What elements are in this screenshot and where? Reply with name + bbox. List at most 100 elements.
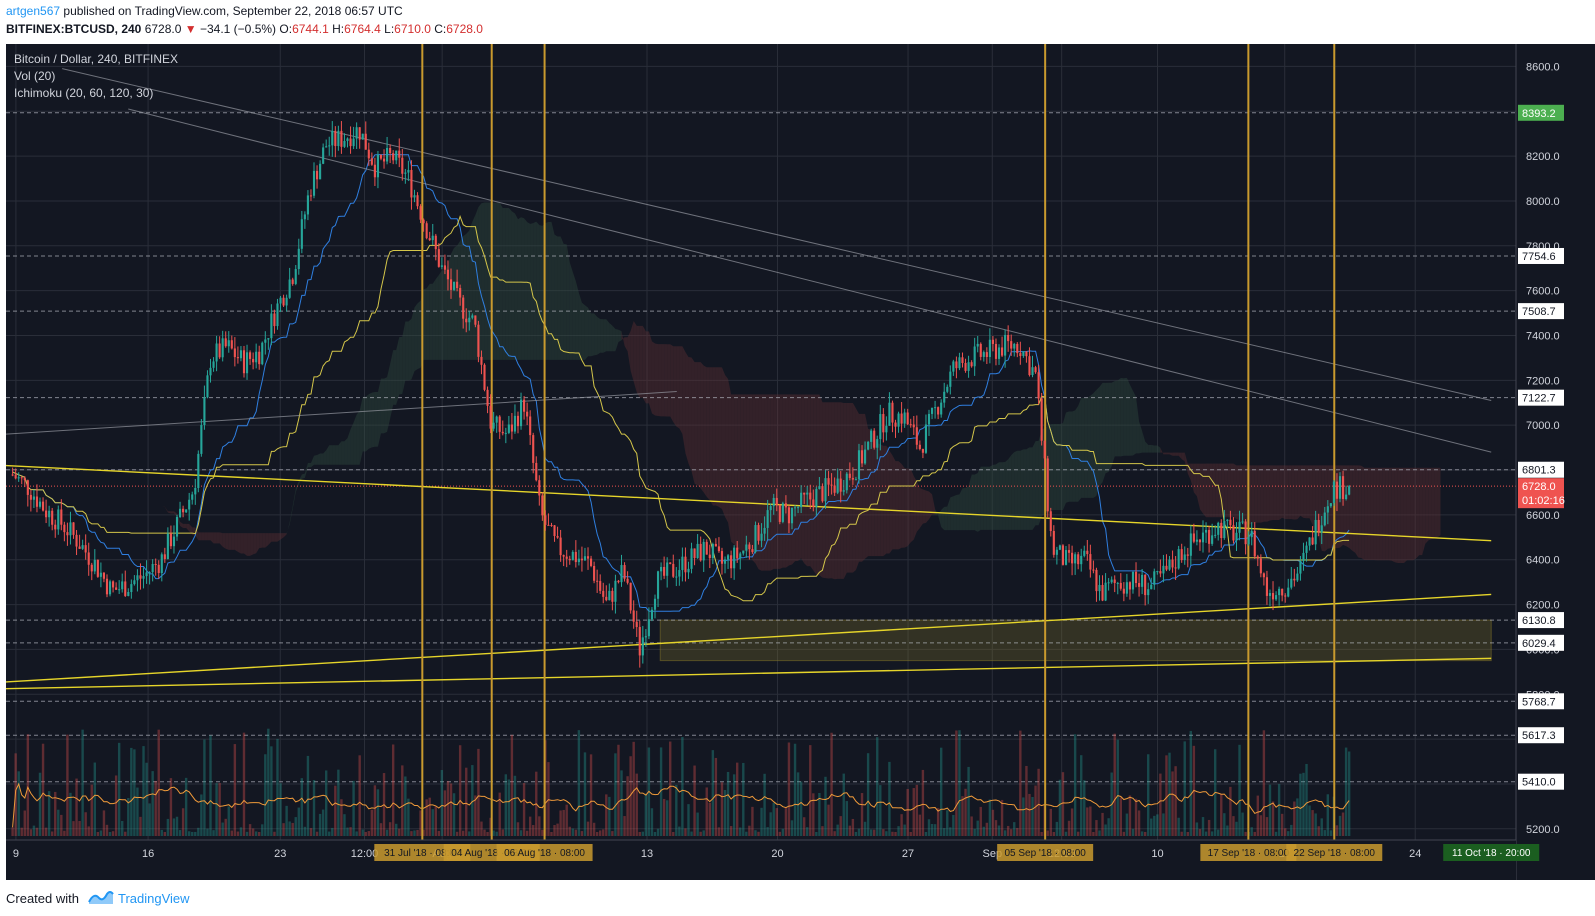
candle-body [60, 509, 63, 525]
volume-bar [440, 770, 444, 836]
candle-body [930, 407, 934, 414]
cloud-segment [1294, 465, 1298, 520]
candle-body [69, 522, 72, 536]
cloud-segment [1312, 465, 1316, 534]
cloud-segment [1269, 465, 1274, 521]
candle-body [328, 145, 331, 147]
candle-body [1284, 595, 1287, 597]
cloud-segment [563, 243, 567, 360]
candle-body [51, 510, 54, 525]
cloud-segment [1297, 465, 1301, 520]
candle-body [498, 416, 501, 432]
volume-bar [672, 831, 675, 836]
candle-body [663, 566, 666, 576]
cloud-segment [1327, 465, 1331, 549]
volume-bar [306, 755, 310, 836]
cloud-segment [956, 494, 960, 531]
volume-bar [955, 730, 958, 836]
volume-bar [882, 829, 885, 836]
candle-body [306, 195, 309, 215]
volume-bar [1122, 831, 1126, 836]
candle-body [203, 397, 206, 426]
cloud-segment [959, 488, 963, 531]
cloud-segment [1291, 465, 1295, 520]
candle-body [218, 343, 221, 358]
trendline [128, 108, 1492, 453]
tradingview-link[interactable]: TradingView [118, 891, 190, 906]
price-axis[interactable]: 8600.08400.08200.08000.07800.07600.07400… [1515, 44, 1595, 880]
cloud-segment [1136, 396, 1140, 454]
x-tick-label: 24 [1409, 848, 1421, 860]
candle-body [577, 558, 580, 563]
candle-body [1287, 587, 1290, 597]
grid-lines [6, 44, 1516, 840]
candle-body [605, 596, 608, 601]
volume-bar [486, 831, 489, 836]
volume-bar [592, 822, 596, 836]
candle-body [340, 130, 343, 147]
chart-background [6, 44, 1595, 880]
volume-bar [939, 747, 943, 836]
cloud-segment [335, 445, 339, 465]
candle-body [495, 416, 498, 423]
candle-body [1104, 582, 1107, 601]
volume-bar [455, 831, 459, 836]
cloud-segment [740, 394, 744, 551]
cloud-segment [1242, 465, 1246, 525]
tenkan-line [12, 154, 1350, 612]
cloud-segment [591, 313, 595, 357]
volume-bar [1150, 818, 1153, 836]
candle-body [1335, 481, 1339, 499]
candle-body [1204, 529, 1208, 533]
candle-body [459, 288, 462, 298]
cloud-segment [651, 341, 655, 416]
volume-bar [900, 814, 903, 836]
candle-body [1177, 549, 1180, 569]
candle-body [1147, 589, 1150, 596]
cloud-segment [1358, 465, 1362, 559]
volume-bar [1128, 795, 1132, 836]
candle-body [1141, 574, 1144, 587]
candle-body [215, 343, 218, 362]
close-value: 6728.0 [446, 22, 483, 36]
author-link[interactable]: artgen567 [6, 4, 61, 18]
cloud-segment [332, 445, 336, 465]
volume-bar [1287, 831, 1290, 836]
volume-bar [461, 830, 465, 836]
volume-bar [285, 805, 288, 836]
cloud-segment [1059, 423, 1063, 511]
volume-bar [376, 789, 380, 836]
volume-bar [946, 810, 949, 836]
volume-bar [751, 806, 754, 836]
candle-body [675, 576, 678, 578]
candle-body [519, 399, 523, 427]
cloud-segment [1276, 465, 1280, 521]
candle-body [255, 351, 258, 363]
volume-bar [507, 779, 511, 836]
candle-body [1305, 545, 1308, 553]
candle-body [1064, 550, 1068, 565]
volume-bar [827, 804, 830, 836]
volume-bar [452, 793, 456, 836]
volume-bar [1253, 831, 1256, 836]
candle-body [864, 449, 867, 464]
candle-body [991, 339, 995, 344]
cloud-segment [180, 521, 184, 529]
volume-bar [471, 765, 474, 836]
trendline [6, 593, 1492, 683]
volume-bar [1040, 831, 1043, 836]
volume-bar [1223, 813, 1226, 836]
candlestick-chart[interactable]: 8600.08400.08200.08000.07800.07600.07400… [6, 44, 1595, 880]
cloud-segment [469, 221, 473, 360]
cloud-segment [999, 462, 1003, 530]
volume-bar [419, 810, 422, 836]
tradingview-logo-icon[interactable] [88, 889, 114, 905]
candle-body [1028, 356, 1031, 376]
volume-bar [267, 728, 270, 836]
candle-body [1150, 584, 1153, 590]
volume-bar [559, 810, 562, 836]
cloud-segment [785, 394, 789, 568]
chart-area[interactable]: 8600.08400.08200.08000.07800.07600.07400… [6, 44, 1595, 880]
volume-bar [589, 754, 593, 836]
